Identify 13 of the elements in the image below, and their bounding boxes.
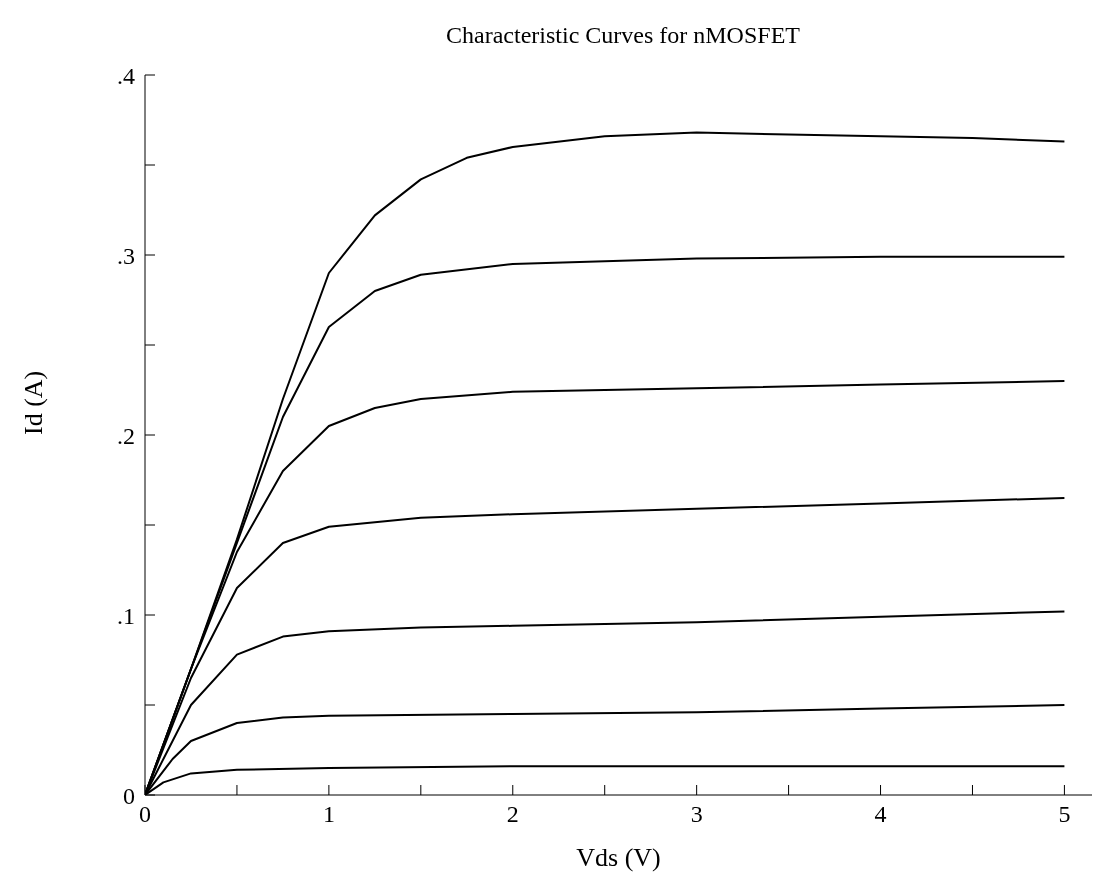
chart-title: Characteristic Curves for nMOSFET	[445, 22, 801, 49]
y-axis-title: Id (A)	[19, 370, 49, 435]
y-tick-label: 0	[123, 782, 135, 809]
x-tick-label: 2	[506, 801, 519, 828]
x-tick-label: 3	[690, 801, 703, 828]
x-tick-label: 4	[874, 801, 887, 828]
x-axis-title: Vds (V)	[576, 843, 661, 872]
x-tick-label: 1	[322, 801, 335, 828]
y-tick-label: .2	[117, 422, 135, 449]
y-tick-label: .4	[117, 62, 135, 89]
y-tick-label: .3	[117, 242, 135, 269]
x-tick-label: 5	[1058, 801, 1071, 828]
y-tick-label: .1	[117, 602, 135, 629]
